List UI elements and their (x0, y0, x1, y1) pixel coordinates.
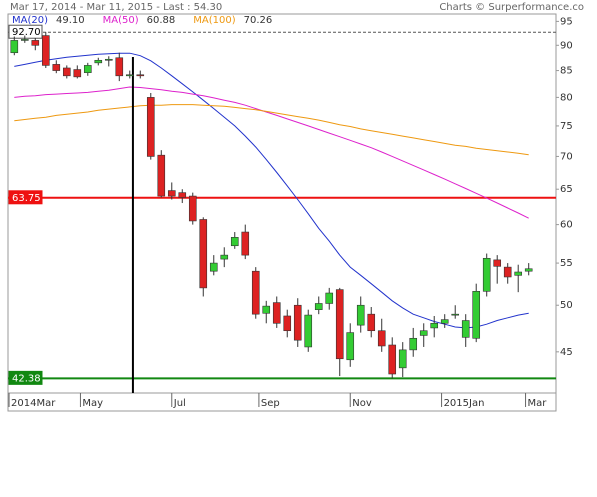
candle-body (283, 315, 292, 332)
candle-body (398, 349, 407, 369)
candle-body (514, 271, 523, 276)
y-tick-label: 70 (560, 151, 573, 162)
candle-body (157, 154, 166, 197)
level-label: 92.70 (12, 27, 41, 38)
candle-body (209, 262, 218, 272)
candle-body (188, 195, 197, 222)
candle-body (335, 289, 344, 360)
candle-body (41, 35, 50, 66)
candle-body (94, 59, 103, 64)
candle-body (461, 320, 470, 338)
candle-body (83, 65, 92, 73)
candle-body (251, 270, 260, 315)
x-tick-label: Mar (528, 398, 548, 409)
y-tick-label: 65 (560, 184, 573, 195)
candle-body (146, 97, 155, 157)
candle-body (20, 39, 29, 41)
level-label: 42.38 (12, 373, 41, 384)
ma-line (14, 86, 529, 219)
level-label-box (8, 190, 43, 205)
legend-value: 70.26 (244, 15, 273, 26)
candle-body (52, 64, 61, 71)
candle-body (230, 237, 239, 247)
candle-body (220, 254, 229, 260)
ma-line (14, 52, 529, 329)
candle-body (472, 291, 481, 339)
candle-body (262, 305, 271, 314)
legend-value: 60.88 (147, 15, 176, 26)
candle-body (178, 192, 187, 198)
candle-body (430, 322, 439, 329)
y-tick-label: 45 (560, 347, 573, 358)
chart-title: Mar 17, 2014 - Mar 11, 2015 - Last : 54.… (10, 2, 222, 13)
legend-name: MA(100) (193, 15, 235, 26)
y-tick-label: 75 (560, 121, 573, 132)
legend-name: MA(50) (103, 15, 139, 26)
candle-body (524, 268, 533, 272)
candle-body (293, 304, 302, 341)
candle-body (440, 319, 449, 324)
source: Charts © Surperformance.co (439, 2, 584, 13)
x-tick-label: 2014Mar (11, 398, 56, 409)
level-label-box (8, 24, 43, 39)
candle-body (73, 69, 82, 78)
x-tick-label: Nov (352, 398, 372, 409)
level-label-box (8, 370, 43, 385)
candle-body (304, 314, 313, 348)
candle-body (314, 303, 323, 310)
y-tick-label: 80 (560, 92, 573, 103)
candle-body (167, 190, 176, 197)
candle-body (241, 231, 250, 256)
candle-body (31, 40, 40, 46)
candle-body (451, 313, 460, 316)
legend-name: MA(20) (12, 15, 48, 26)
candle-body (367, 313, 376, 332)
candle-body (115, 57, 124, 77)
candle-body (62, 67, 71, 77)
x-tick-label: Sep (261, 398, 280, 409)
y-tick-label: 55 (560, 258, 573, 269)
candle-body (104, 58, 113, 61)
x-axis-frame (7, 392, 557, 412)
candle-body (199, 219, 208, 289)
candle-body (419, 330, 428, 336)
candle-body (503, 266, 512, 278)
legend-value: 49.10 (56, 15, 85, 26)
candle-body (482, 257, 491, 292)
x-tick-label: 2015Jan (444, 398, 485, 409)
candle-body (377, 330, 386, 347)
level-label: 63.75 (12, 193, 41, 204)
candle-body (10, 40, 19, 54)
x-tick-label: May (82, 398, 103, 409)
candle-body (388, 344, 397, 375)
x-tick-label: Jul (173, 398, 186, 409)
candle-body (125, 74, 134, 77)
candle-body (346, 332, 355, 361)
y-tick-label: 85 (560, 66, 573, 77)
candle-body (272, 302, 281, 324)
candle-body (356, 304, 365, 326)
candle-body (136, 74, 145, 77)
candle-body (325, 292, 334, 304)
candle-body (409, 337, 418, 351)
y-tick-label: 95 (560, 16, 573, 27)
ma-line (14, 104, 529, 156)
y-tick-label: 60 (560, 220, 573, 231)
candle-body (493, 259, 502, 267)
y-tick-label: 50 (560, 300, 573, 311)
y-tick-label: 90 (560, 40, 573, 51)
